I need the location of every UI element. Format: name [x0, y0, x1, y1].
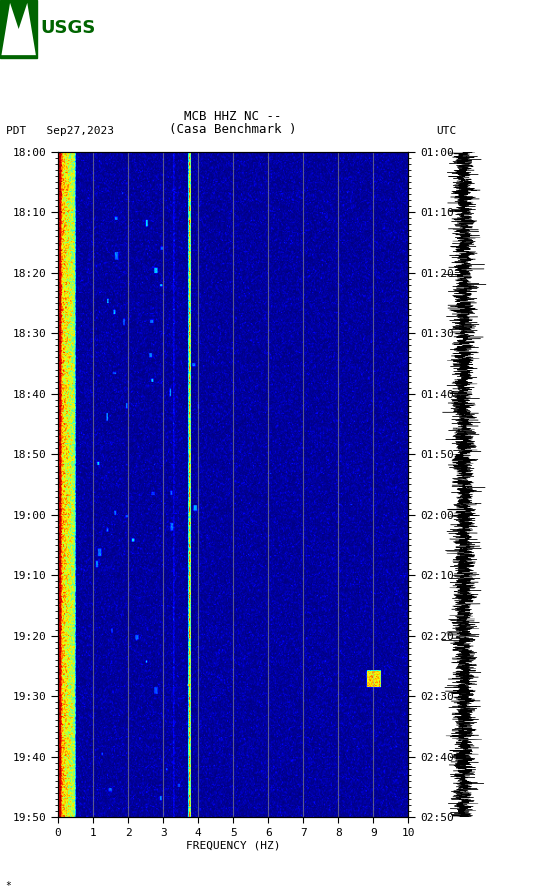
X-axis label: FREQUENCY (HZ): FREQUENCY (HZ): [186, 840, 280, 850]
Text: (Casa Benchmark ): (Casa Benchmark ): [169, 122, 297, 136]
Text: PDT   Sep27,2023: PDT Sep27,2023: [6, 126, 114, 136]
Text: *: *: [6, 880, 12, 890]
Text: USGS: USGS: [40, 19, 95, 37]
Text: UTC: UTC: [436, 126, 457, 136]
Bar: [0, 0, 38, 58]
Polygon shape: [2, 3, 36, 55]
Text: MCB HHZ NC --: MCB HHZ NC --: [184, 110, 282, 123]
